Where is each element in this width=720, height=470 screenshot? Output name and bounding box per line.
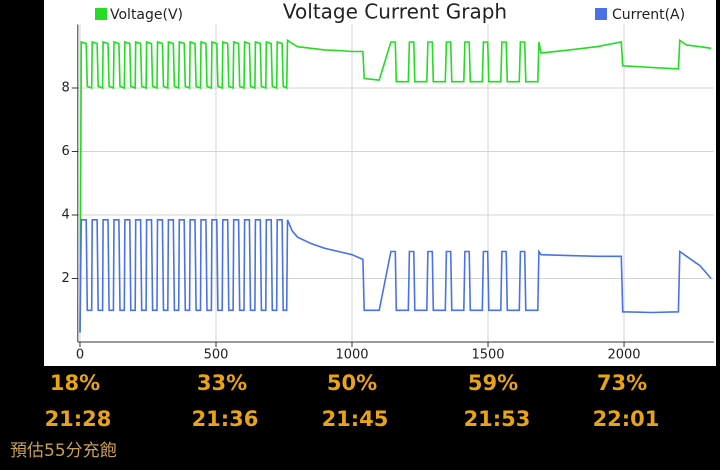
clock-time: 21:36 xyxy=(192,407,259,431)
chart-title: Voltage Current Graph xyxy=(283,0,507,24)
clock-time: 21:45 xyxy=(322,407,389,431)
battery-percent: 33% xyxy=(197,371,247,395)
x-tick-label: 2000 xyxy=(607,348,640,363)
x-tick-label: 1000 xyxy=(335,348,368,363)
series-line xyxy=(79,219,712,333)
battery-percent: 18% xyxy=(50,371,100,395)
footnote: 預估55分充飽 xyxy=(10,441,117,461)
clock-time: 21:28 xyxy=(45,407,112,431)
battery-percent: 59% xyxy=(468,371,518,395)
plot-panel xyxy=(44,0,716,366)
battery-percent: 73% xyxy=(597,371,647,395)
series-line xyxy=(79,38,712,333)
x-tick-label: 0 xyxy=(76,348,84,363)
legend-swatch xyxy=(95,8,107,20)
y-tick-label: 6 xyxy=(62,144,70,159)
x-tick-label: 1500 xyxy=(471,348,504,363)
legend-label: Current(A) xyxy=(612,7,685,23)
y-tick-label: 8 xyxy=(62,81,70,96)
clock-time: 22:01 xyxy=(593,407,660,431)
legend-label: Voltage(V) xyxy=(110,7,183,23)
battery-percent: 50% xyxy=(327,371,377,395)
y-tick-label: 4 xyxy=(62,208,70,223)
legend-swatch xyxy=(595,8,607,20)
x-tick-label: 500 xyxy=(204,348,229,363)
y-tick-label: 2 xyxy=(62,271,70,286)
clock-time: 21:53 xyxy=(464,407,531,431)
